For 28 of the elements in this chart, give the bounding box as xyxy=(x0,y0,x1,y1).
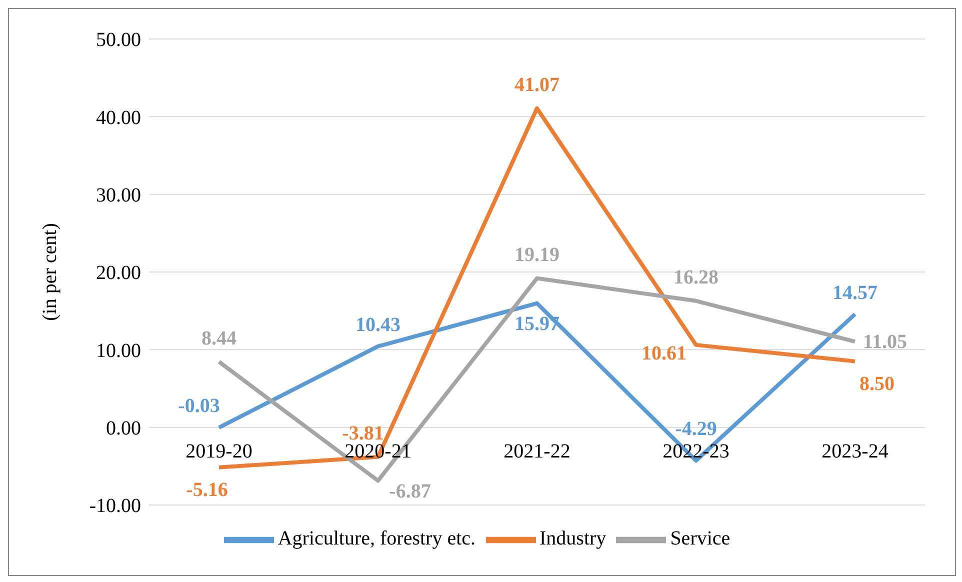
legend-label: Service xyxy=(670,528,730,550)
data-label: 8.44 xyxy=(202,327,236,350)
y-tick-label: 40.00 xyxy=(96,106,141,129)
data-label: 10.43 xyxy=(356,314,400,336)
x-tick-label: 2019-20 xyxy=(186,440,252,462)
y-tick-label: 0.00 xyxy=(106,417,141,440)
data-label: -3.81 xyxy=(342,422,384,445)
data-label: -0.03 xyxy=(178,395,220,418)
data-label: 14.57 xyxy=(832,282,878,304)
y-tick-label: 30.00 xyxy=(96,184,141,206)
y-tick-label: 50.00 xyxy=(96,29,141,52)
data-label: 16.28 xyxy=(674,266,718,288)
legend-label: Industry xyxy=(540,528,606,550)
data-label: 19.19 xyxy=(514,244,560,266)
x-tick-label: 2023-24 xyxy=(822,440,888,462)
legend-label: Agriculture, forestry etc. xyxy=(278,528,476,550)
data-label: 10.61 xyxy=(642,342,686,365)
data-label: 11.05 xyxy=(863,331,907,354)
y-tick-label: -10.00 xyxy=(89,495,141,518)
x-tick-label: 2021-22 xyxy=(504,440,570,462)
data-label: -6.87 xyxy=(389,480,431,502)
data-label: 8.50 xyxy=(860,372,894,395)
data-label: 41.07 xyxy=(514,74,560,96)
data-label: -4.29 xyxy=(675,418,717,440)
y-tick-label: 10.00 xyxy=(96,340,141,362)
y-tick-label: 20.00 xyxy=(96,262,141,284)
data-label: -5.16 xyxy=(186,479,228,502)
y-axis-title: (in per cent) xyxy=(39,223,62,321)
